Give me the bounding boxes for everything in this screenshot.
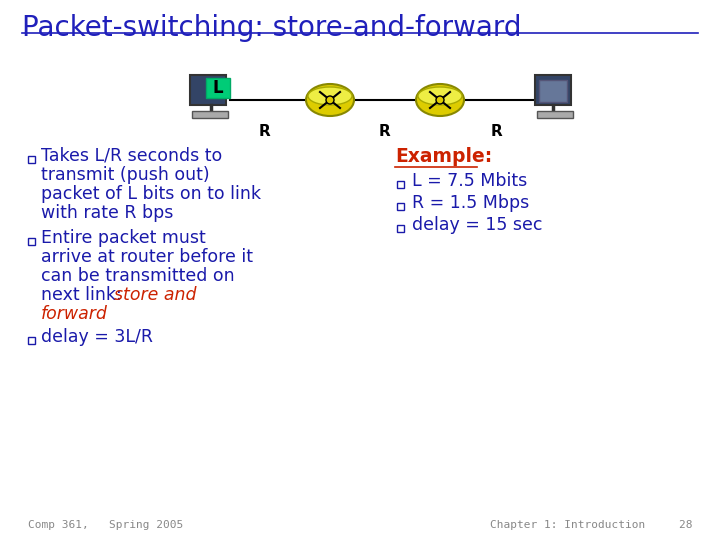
Text: Entire packet must: Entire packet must — [41, 229, 206, 247]
Text: Chapter 1: Introduction     28: Chapter 1: Introduction 28 — [490, 520, 692, 530]
Bar — [397, 203, 404, 210]
Text: arrive at router before it: arrive at router before it — [41, 248, 253, 266]
Bar — [28, 156, 35, 163]
Bar — [397, 181, 404, 188]
Text: Comp 361,   Spring 2005: Comp 361, Spring 2005 — [28, 520, 184, 530]
Text: store and: store and — [114, 286, 197, 304]
Text: can be transmitted on: can be transmitted on — [41, 267, 235, 285]
Text: delay = 3L/R: delay = 3L/R — [41, 328, 153, 346]
Text: L: L — [212, 79, 223, 97]
Text: R = 1.5 Mbps: R = 1.5 Mbps — [412, 194, 529, 212]
Bar — [535, 75, 571, 105]
Ellipse shape — [306, 84, 354, 116]
Text: R: R — [491, 124, 503, 139]
Circle shape — [436, 96, 444, 104]
Text: L = 7.5 Mbits: L = 7.5 Mbits — [412, 172, 527, 190]
Bar — [206, 78, 230, 98]
Text: Takes L/R seconds to: Takes L/R seconds to — [41, 147, 222, 165]
Text: R: R — [379, 124, 391, 139]
Ellipse shape — [416, 84, 464, 116]
Circle shape — [326, 96, 334, 104]
Bar — [397, 225, 404, 232]
Text: transmit (push out): transmit (push out) — [41, 166, 210, 184]
Ellipse shape — [308, 87, 352, 105]
Bar — [28, 238, 35, 245]
Bar — [28, 337, 35, 344]
Bar — [190, 75, 226, 105]
Text: with rate R bps: with rate R bps — [41, 204, 174, 222]
Bar — [537, 111, 573, 118]
Bar — [539, 80, 567, 102]
Ellipse shape — [418, 87, 462, 105]
Text: delay = 15 sec: delay = 15 sec — [412, 216, 542, 234]
Text: forward: forward — [41, 305, 108, 323]
Bar — [192, 111, 228, 118]
Text: Example:: Example: — [395, 146, 492, 165]
Text: packet of L bits on to link: packet of L bits on to link — [41, 185, 261, 203]
Text: R: R — [259, 124, 271, 139]
Text: Packet-switching: store-and-forward: Packet-switching: store-and-forward — [22, 14, 521, 42]
Text: next link:: next link: — [41, 286, 127, 304]
